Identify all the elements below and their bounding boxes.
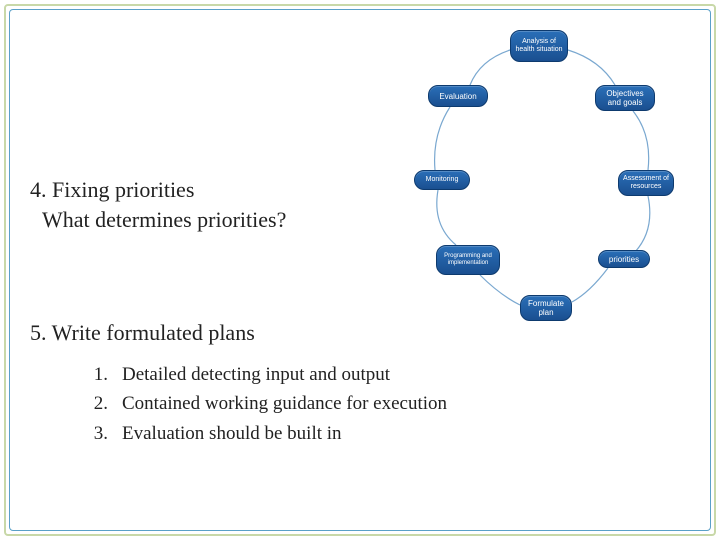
heading-4-line2: What determines priorities? — [42, 205, 286, 235]
list-num: 3. — [80, 419, 108, 448]
list-item: 2. Contained working guidance for executi… — [80, 389, 447, 418]
heading-5: 5. Write formulated plans — [30, 320, 255, 346]
diagram-node-objectives: Objectives and goals — [595, 85, 655, 111]
diagram-node-analysis: Analysis of health situation — [510, 30, 568, 62]
diagram-node-monitoring: Monitoring — [414, 170, 470, 190]
list-text: Contained working guidance for execution — [122, 393, 447, 414]
cycle-diagram: Analysis of health situation Evaluation Ob… — [380, 30, 690, 330]
slide-content: 4. Fixing priorities What determines pri… — [20, 20, 700, 520]
list-text: Evaluation should be built in — [122, 423, 342, 444]
diagram-node-evaluation: Evaluation — [428, 85, 488, 107]
diagram-node-priorities: priorities — [598, 250, 650, 268]
list-num: 2. — [80, 389, 108, 418]
list-item: 3. Evaluation should be built in — [80, 419, 447, 448]
heading-4-line1: 4. Fixing priorities — [30, 175, 286, 205]
list-item: 1. Detailed detecting input and output — [80, 360, 447, 389]
diagram-node-assessment: Assessment of resources — [618, 170, 674, 196]
list-num: 1. — [80, 360, 108, 389]
list-text: Detailed detecting input and output — [122, 364, 390, 385]
numbered-list: 1. Detailed detecting input and output 2.… — [80, 360, 447, 448]
diagram-node-programming: Programming and implementation — [436, 245, 500, 275]
heading-4: 4. Fixing priorities What determines pri… — [30, 175, 286, 234]
diagram-node-formulate: Formulate plan — [520, 295, 572, 321]
